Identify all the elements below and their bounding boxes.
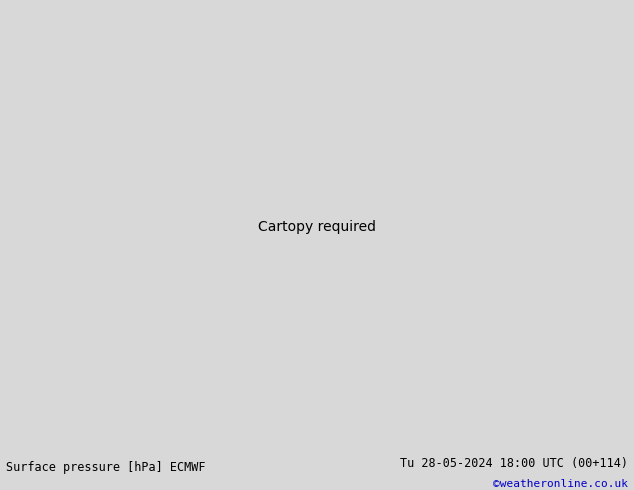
- Text: Tu 28-05-2024 18:00 UTC (00+114): Tu 28-05-2024 18:00 UTC (00+114): [399, 457, 628, 470]
- Text: ©weatheronline.co.uk: ©weatheronline.co.uk: [493, 480, 628, 490]
- Text: Cartopy required: Cartopy required: [258, 220, 376, 234]
- Text: Surface pressure [hPa] ECMWF: Surface pressure [hPa] ECMWF: [6, 462, 206, 474]
